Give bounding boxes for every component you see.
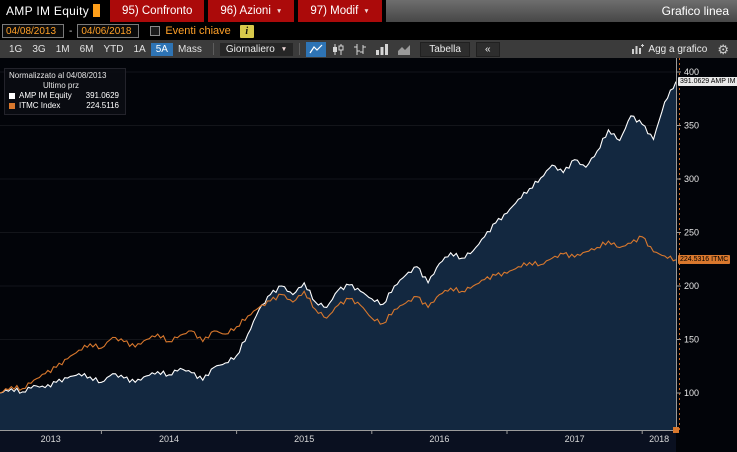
collapse-button[interactable]: « (475, 41, 500, 57)
x-tick-label: 2013 (41, 434, 61, 444)
security-ticker[interactable]: AMP IM Equity (6, 4, 90, 18)
series-line-itmc-index (0, 235, 677, 394)
line-chart-icon (309, 44, 323, 54)
panel-title: Grafico linea (661, 4, 729, 18)
menu-label: 95) Confronto (122, 5, 193, 17)
legend-entries: AMP IM Equity 391.0629 ITMC Index 224.5116 (9, 91, 119, 111)
candlestick-type-button[interactable] (328, 42, 348, 57)
datebar: - Eventi chiave i (0, 22, 737, 40)
legend-last-price-label: Ultimo prz (43, 81, 80, 90)
legend-series-name: ITMC Index (19, 101, 61, 110)
y-tick-label: 400 (684, 67, 699, 77)
chevron-down-icon: ▼ (280, 45, 288, 53)
frequency-dropdown[interactable]: Giornaliero ▼ (219, 42, 294, 56)
titlebar-menus: 95) Confronto 96) Azioni ▼ 97) Modif ▼ (110, 0, 386, 22)
legend-normalized-label: Normalizzato al 04/08/2013 (9, 71, 107, 80)
range-tab-5a[interactable]: 5A (150, 42, 173, 56)
add-to-chart-button[interactable]: Agg a grafico (631, 43, 707, 55)
price-badge: 391.0629 AMP IM (678, 76, 737, 86)
range-tab-1a[interactable]: 1A (133, 43, 146, 55)
axis-corner-marker (673, 427, 679, 433)
range-tabs: 1G 3G 1M 6M YTD 1A 5A Mass (4, 42, 207, 56)
start-date-input[interactable] (2, 24, 64, 38)
menu-96-azioni[interactable]: 96) Azioni ▼ (208, 0, 295, 22)
candlestick-icon (333, 43, 344, 55)
y-tick-label: 150 (684, 335, 699, 345)
legend-swatch (9, 93, 15, 99)
range-tab-mass[interactable]: Mass (177, 43, 202, 55)
x-tick-label: 2017 (565, 434, 585, 444)
table-button[interactable]: Tabella (420, 41, 470, 57)
y-tick-label: 100 (684, 388, 699, 398)
toolbar-separator (299, 43, 301, 55)
add-to-chart-label: Agg a grafico (648, 43, 708, 55)
legend-series-value: 391.0629 (85, 91, 119, 100)
x-tick-label: 2014 (159, 434, 179, 444)
add-chart-icon (632, 44, 645, 54)
range-tab-1g[interactable]: 1G (9, 43, 23, 55)
chart-area: 400 350 300 250 200 150 100 2013 2014 2015 2016 201… (0, 58, 737, 452)
menu-label: 97) Modif (310, 5, 359, 17)
chart-legend: Normalizzato al 04/08/2013 Ultimo prz AM… (4, 68, 126, 115)
range-tab-ytd[interactable]: YTD (103, 43, 124, 55)
chart-toolbar: 1G 3G 1M 6M YTD 1A 5A Mass Giornaliero ▼ (0, 40, 737, 58)
chevron-down-icon: ▼ (275, 7, 283, 15)
price-badge: 224.5316 ITMC (678, 254, 731, 264)
bar-chart-icon (376, 43, 389, 55)
ohlc-icon (354, 43, 367, 55)
y-tick-label: 250 (684, 228, 699, 238)
ohlc-type-button[interactable] (350, 42, 370, 57)
range-tab-1m[interactable]: 1M (55, 43, 70, 55)
chevron-down-icon: ▼ (363, 7, 370, 15)
legend-swatch (9, 103, 15, 109)
series-line-amp-im-equity (0, 81, 677, 394)
menu-95-confronto[interactable]: 95) Confronto (110, 0, 205, 22)
info-button[interactable]: i (239, 24, 254, 38)
legend-entry: ITMC Index 224.5116 (9, 101, 119, 111)
area-chart-icon (398, 44, 411, 55)
area-fill-amp-im-equity (0, 81, 676, 430)
key-events-checkbox[interactable] (150, 26, 161, 36)
x-tick-label: 2018 (649, 434, 669, 444)
menu-97-modif[interactable]: 97) Modif ▼ (298, 0, 382, 22)
date-range-separator: - (69, 25, 73, 37)
gear-icon[interactable]: ⚙ (717, 41, 729, 57)
range-tab-6m[interactable]: 6M (79, 43, 94, 55)
frequency-value: Giornaliero (225, 43, 275, 55)
area-chart-type-button[interactable] (394, 42, 414, 57)
x-tick-label: 2015 (294, 434, 314, 444)
y-tick-label: 350 (684, 121, 699, 131)
legend-series-value: 224.5116 (86, 101, 119, 110)
bar-chart-type-button[interactable] (372, 42, 392, 57)
chart-canvas[interactable]: 400 350 300 250 200 150 100 2013 2014 2015 2016 201… (0, 58, 737, 452)
x-tick-label: 2016 (429, 434, 449, 444)
legend-entry: AMP IM Equity 391.0629 (9, 91, 119, 101)
menu-label: 96) Azioni (220, 5, 271, 17)
key-events-label: Eventi chiave (165, 25, 231, 37)
y-tick-label: 200 (684, 281, 699, 291)
toolbar-right: Agg a grafico ⚙ (631, 43, 733, 56)
panel-title-strip: Grafico linea (385, 0, 737, 22)
line-chart-type-button[interactable] (306, 41, 327, 57)
titlebar: AMP IM Equity 95) Confronto 96) Azioni ▼ 97… (0, 0, 737, 22)
legend-series-name: AMP IM Equity (19, 91, 72, 100)
range-tab-3g[interactable]: 3G (32, 43, 46, 55)
text-cursor (93, 4, 101, 17)
end-date-input[interactable] (77, 24, 140, 38)
y-tick-label: 300 (684, 174, 699, 184)
toolbar-separator (212, 43, 214, 55)
x-axis-band (0, 431, 676, 452)
